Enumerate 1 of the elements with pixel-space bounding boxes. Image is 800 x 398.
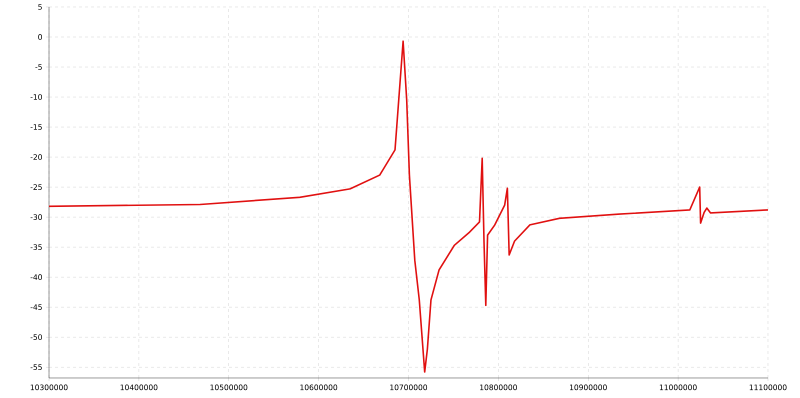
line-series	[49, 40, 768, 373]
